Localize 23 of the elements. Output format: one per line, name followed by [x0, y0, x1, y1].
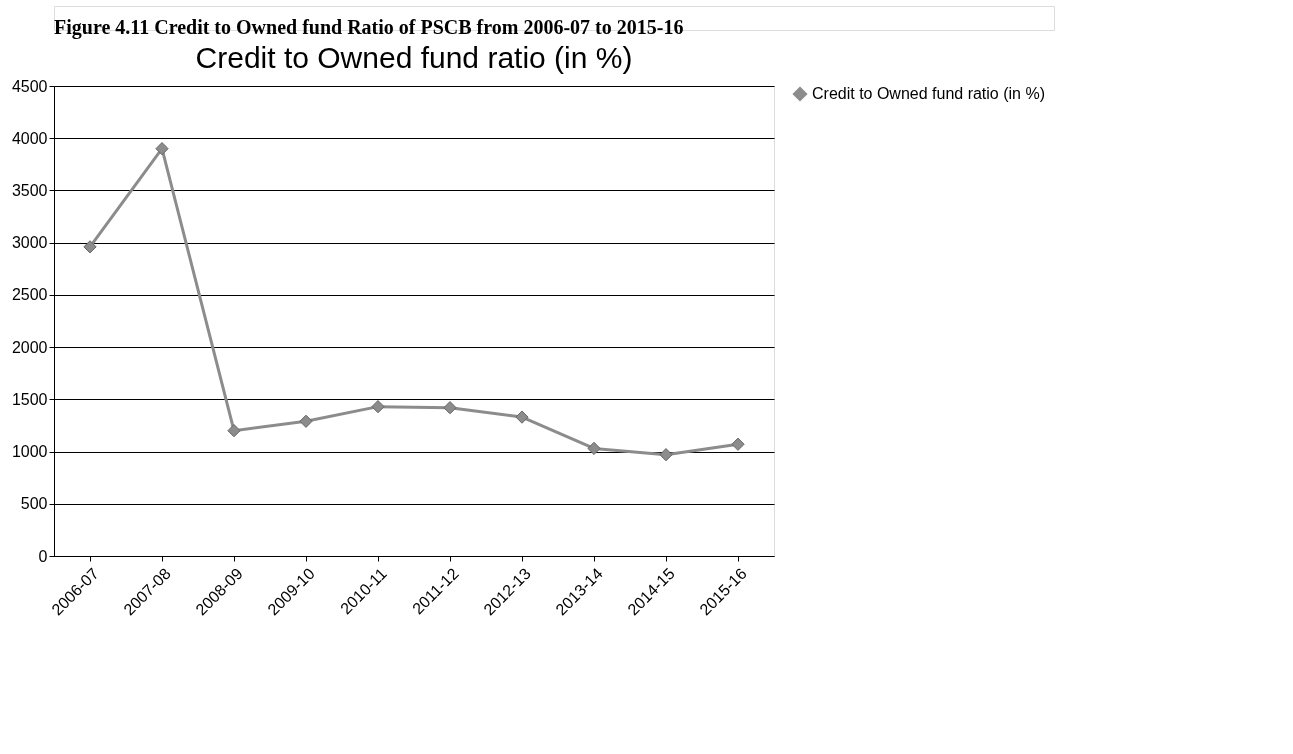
- y-tick-label: 2000: [11, 338, 48, 356]
- y-tick-label: 0: [38, 547, 48, 565]
- point: [299, 414, 313, 428]
- point: [731, 437, 745, 451]
- point: [83, 240, 97, 254]
- y-tick-label: 1000: [11, 443, 48, 461]
- point: [587, 441, 601, 456]
- point: [227, 424, 241, 438]
- y-tick-label: 3500: [11, 181, 48, 199]
- point: [659, 448, 673, 462]
- y-tick-label: 1500: [11, 390, 48, 408]
- legend-label: Credit to Owned fund ratio (in %): [812, 85, 1045, 102]
- point: [371, 400, 385, 414]
- y-tick-label: 2500: [11, 286, 48, 304]
- point: [515, 410, 529, 424]
- y-tick-label: 4500: [11, 77, 48, 95]
- y-tick-label: 3000: [11, 234, 48, 252]
- y-tick-label: 4000: [11, 129, 48, 147]
- chart-title: Credit to Owned fund ratio (in %): [195, 41, 633, 74]
- y-tick-label: 500: [20, 495, 48, 513]
- point: [443, 401, 457, 415]
- point: [155, 142, 169, 156]
- caption: Figure 4.11 Credit to Owned fund Ratio of PSCB from 2006-07 to 2015-16: [54, 16, 684, 39]
